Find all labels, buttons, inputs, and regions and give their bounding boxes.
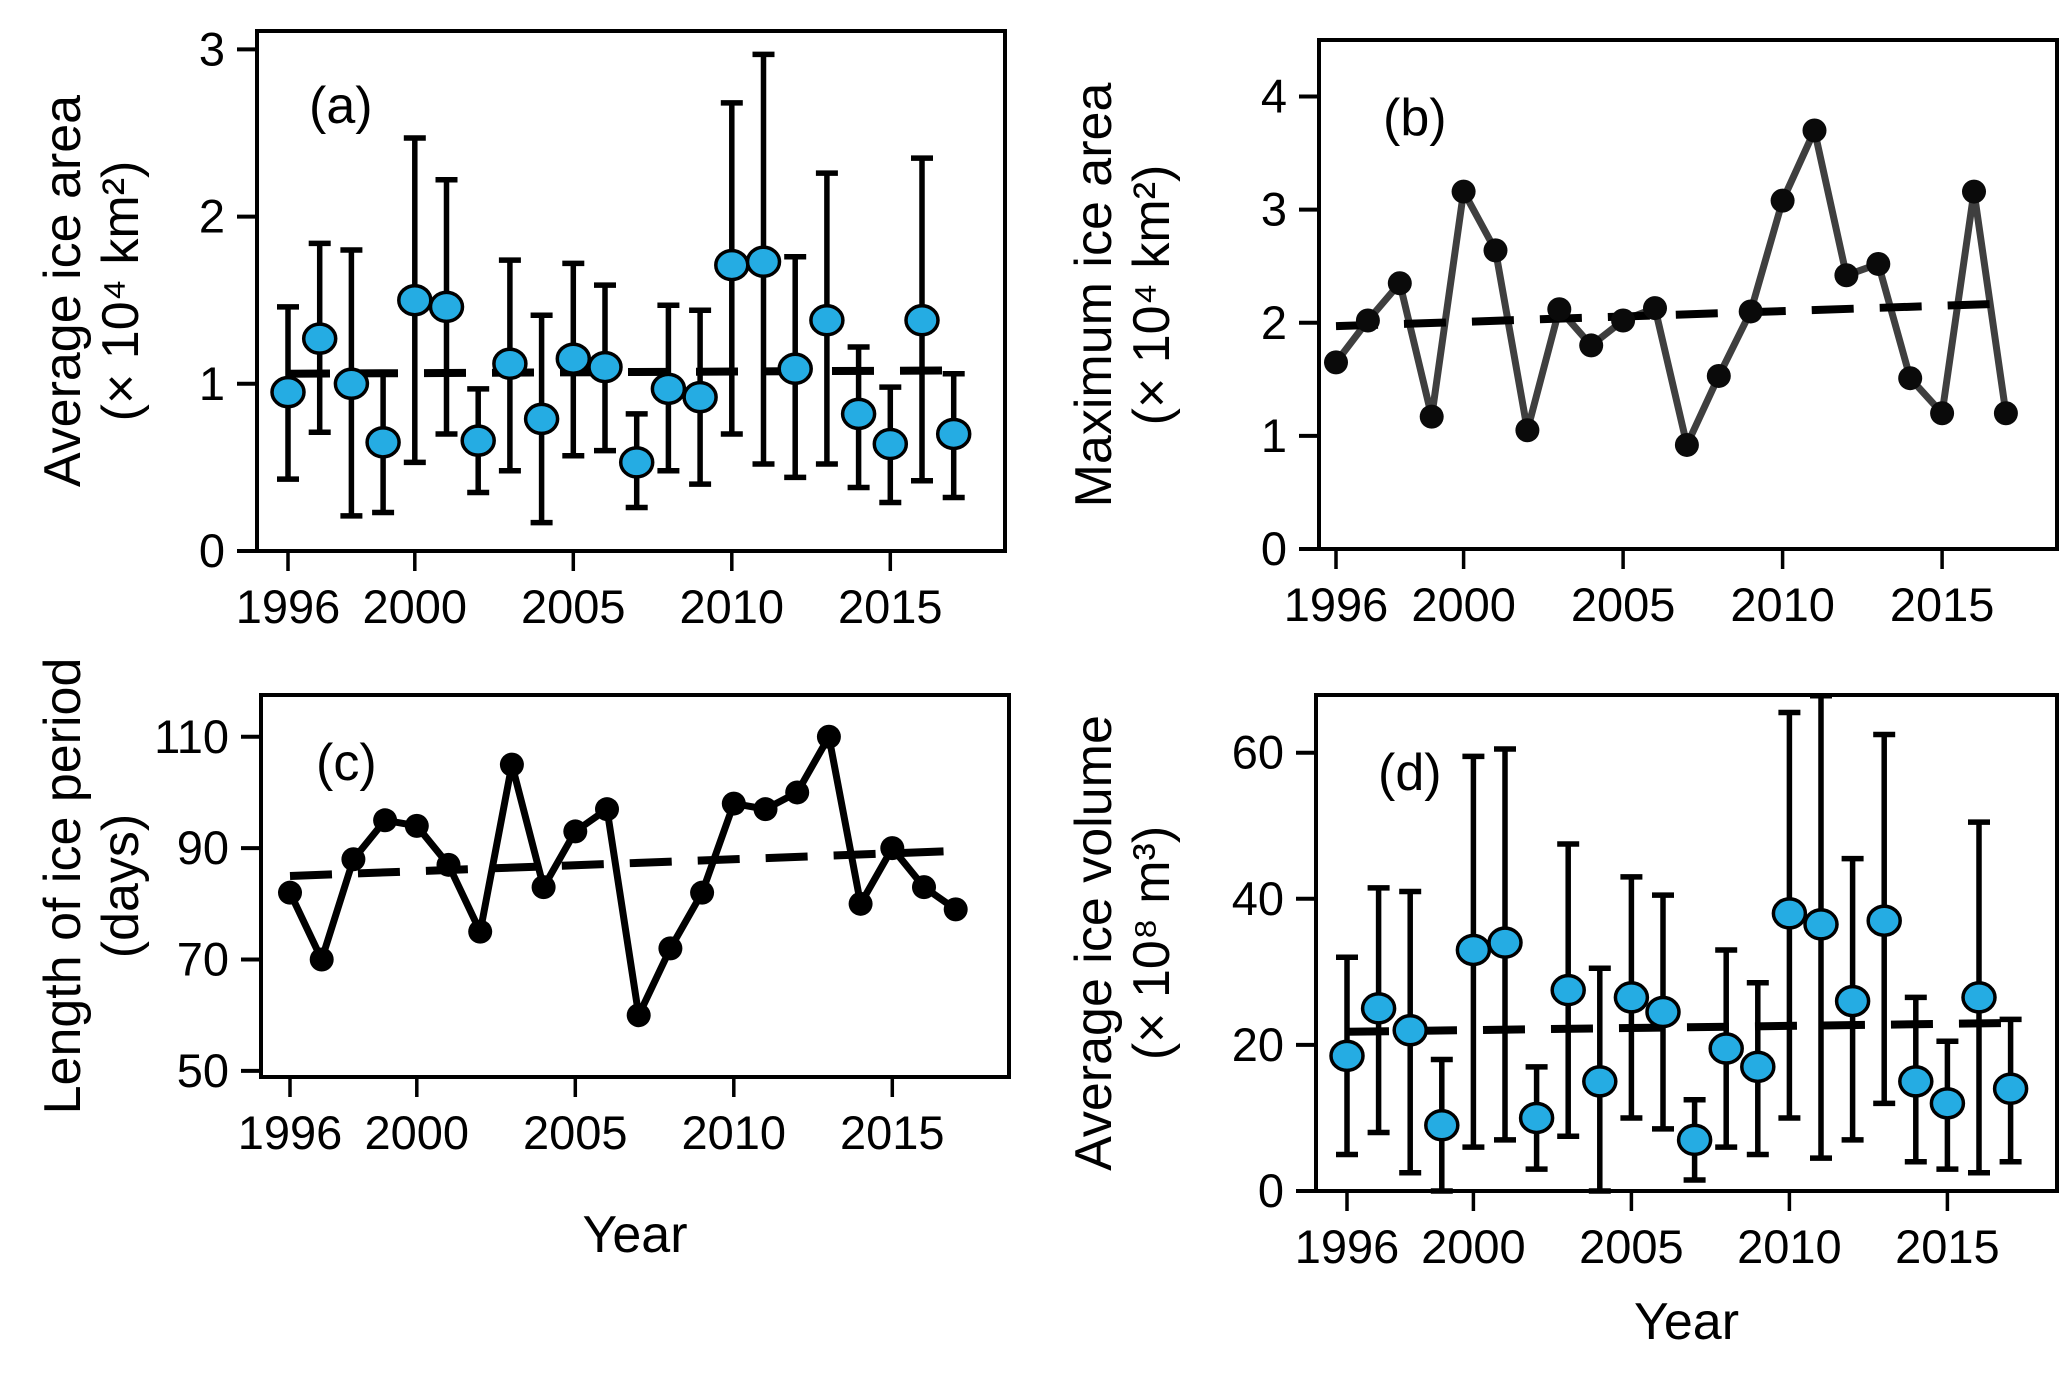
svg-text:70: 70 — [177, 933, 229, 986]
svg-text:4: 4 — [1261, 70, 1287, 123]
svg-text:2005: 2005 — [1571, 578, 1676, 631]
panel-length-of-ice-period: Length of ice period (days) 50 70 90 110 199… — [0, 658, 1033, 1376]
svg-text:2005: 2005 — [521, 580, 626, 633]
panel-average-ice-volume: Average ice volume (× 10⁸ m³) 0 20 40 60 199… — [1033, 690, 2067, 1376]
svg-text:110: 110 — [154, 710, 229, 763]
svg-text:2: 2 — [199, 190, 225, 243]
panel-b-plot: 0 1 2 3 4 1996 2000 2005 2010 2015 (b) — [1261, 38, 2059, 631]
svg-text:40: 40 — [1232, 872, 1284, 925]
svg-text:1996: 1996 — [238, 1106, 343, 1159]
svg-text:(a): (a) — [309, 77, 373, 135]
svg-text:2000: 2000 — [363, 580, 468, 633]
svg-text:2005: 2005 — [523, 1106, 628, 1159]
svg-text:Year: Year — [1634, 1293, 1739, 1351]
svg-text:Year: Year — [582, 1206, 687, 1264]
svg-text:2015: 2015 — [1890, 578, 1995, 631]
panel-a-plot: 0 1 2 3 1996 2000 2005 2010 2015 (a) — [199, 22, 1007, 633]
svg-text:2010: 2010 — [1737, 1220, 1842, 1273]
svg-text:3: 3 — [199, 22, 225, 75]
svg-text:2000: 2000 — [1411, 578, 1516, 631]
panel-d-plot: 0 20 40 60 1996 2000 2005 2010 2015 (d) Year — [1232, 692, 2059, 1351]
svg-text:0: 0 — [199, 524, 225, 577]
svg-text:2000: 2000 — [1421, 1220, 1526, 1273]
svg-text:0: 0 — [1258, 1164, 1284, 1217]
svg-text:(d): (d) — [1378, 744, 1442, 802]
svg-text:2: 2 — [1261, 296, 1287, 349]
svg-text:50: 50 — [177, 1044, 229, 1097]
svg-text:1996: 1996 — [236, 580, 341, 633]
svg-text:1: 1 — [1261, 409, 1287, 462]
svg-text:1996: 1996 — [1295, 1220, 1400, 1273]
svg-text:3: 3 — [1261, 183, 1287, 236]
svg-text:2015: 2015 — [1895, 1220, 2000, 1273]
panel-average-ice-area: Average ice area (× 10⁴ km²) 0 1 2 3 1996 200… — [0, 0, 1033, 690]
svg-text:2010: 2010 — [680, 580, 785, 633]
svg-text:2005: 2005 — [1579, 1220, 1684, 1273]
panel-c-plot: 50 70 90 110 1996 2000 2005 2010 2015 (c) Year — [154, 693, 1011, 1264]
svg-text:20: 20 — [1232, 1018, 1284, 1071]
svg-text:60: 60 — [1232, 726, 1284, 779]
svg-text:90: 90 — [177, 821, 229, 874]
panel-maximum-ice-area: Maximum ice area (× 10⁴ km²) 0 1 2 3 4 1996 20… — [1033, 0, 2067, 690]
svg-text:2015: 2015 — [838, 580, 943, 633]
svg-text:1: 1 — [199, 357, 225, 410]
svg-text:2010: 2010 — [1730, 578, 1835, 631]
svg-text:(c): (c) — [316, 734, 377, 792]
svg-text:0: 0 — [1261, 522, 1287, 575]
svg-text:1996: 1996 — [1284, 578, 1389, 631]
svg-text:2015: 2015 — [840, 1106, 945, 1159]
svg-text:(b): (b) — [1383, 89, 1447, 147]
svg-text:2000: 2000 — [365, 1106, 470, 1159]
svg-text:2010: 2010 — [682, 1106, 787, 1159]
